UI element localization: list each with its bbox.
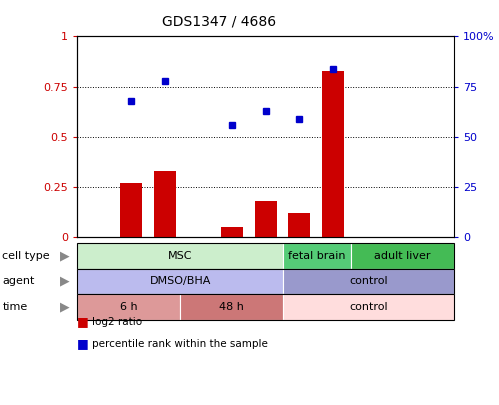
Text: 6 h: 6 h <box>120 302 138 312</box>
Text: 48 h: 48 h <box>219 302 244 312</box>
Text: time: time <box>2 302 28 312</box>
Bar <box>154 171 176 237</box>
Text: agent: agent <box>2 276 35 286</box>
Text: GDS1347 / 4686: GDS1347 / 4686 <box>163 14 276 28</box>
Bar <box>120 183 142 237</box>
Text: MSC: MSC <box>168 251 192 261</box>
Bar <box>255 201 276 237</box>
Text: ▶: ▶ <box>60 275 70 288</box>
Text: adult liver: adult liver <box>374 251 431 261</box>
Text: ▶: ▶ <box>60 249 70 262</box>
Text: ■: ■ <box>77 337 89 350</box>
Bar <box>288 213 310 237</box>
Text: control: control <box>349 302 388 312</box>
Text: ■: ■ <box>77 315 89 328</box>
Text: ▶: ▶ <box>60 300 70 313</box>
Text: cell type: cell type <box>2 251 50 261</box>
Text: percentile rank within the sample: percentile rank within the sample <box>92 339 268 349</box>
Text: DMSO/BHA: DMSO/BHA <box>149 276 211 286</box>
Bar <box>221 227 243 237</box>
Text: fetal brain: fetal brain <box>288 251 346 261</box>
Bar <box>322 70 344 237</box>
Text: control: control <box>349 276 388 286</box>
Text: log2 ratio: log2 ratio <box>92 317 142 326</box>
